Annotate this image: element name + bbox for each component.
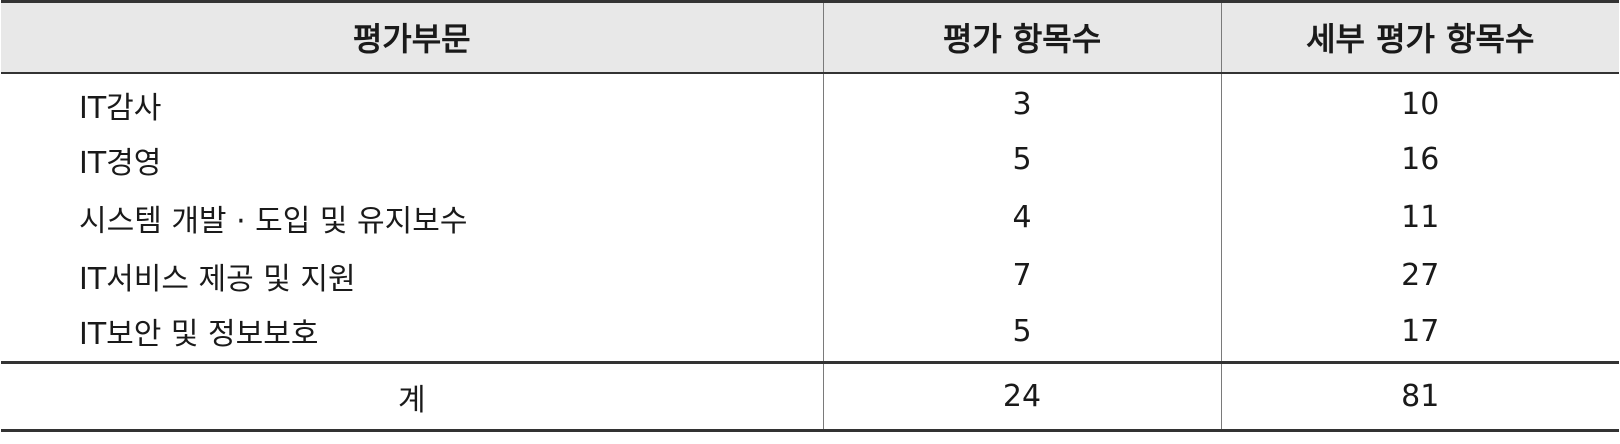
- table-row: IT보안 및 정보보호 5 17: [1, 304, 1619, 363]
- header-item-count: 평가 항목수: [822, 0, 1221, 74]
- row-item-count: 4: [822, 188, 1221, 247]
- row-item-count: 7: [822, 246, 1221, 305]
- row-section: IT보안 및 정보보호: [79, 317, 319, 353]
- row-section: IT경영: [79, 145, 162, 181]
- row-detail-item-count: 17: [1220, 304, 1619, 363]
- table-header-row: 평가부문 평가 항목수 세부 평가 항목수: [1, 0, 1619, 74]
- total-label: 계: [1, 361, 823, 432]
- row-detail-item-count: 11: [1220, 188, 1619, 247]
- table-row: IT서비스 제공 및 지원 7 27: [1, 246, 1619, 305]
- row-item-count: 3: [822, 72, 1221, 131]
- row-section: IT서비스 제공 및 지원: [79, 261, 356, 297]
- row-detail-item-count: 27: [1220, 246, 1619, 305]
- row-detail-item-count: 10: [1220, 72, 1619, 131]
- total-item-count: 24: [822, 361, 1221, 432]
- table-row: IT경영 5 16: [1, 130, 1619, 189]
- row-detail-item-count: 16: [1220, 130, 1619, 189]
- total-detail-item-count: 81: [1220, 361, 1619, 432]
- header-section: 평가부문: [1, 0, 823, 74]
- evaluation-items-table: 평가부문 평가 항목수 세부 평가 항목수 IT감사 3 10 IT경영 5 1…: [1, 0, 1619, 432]
- table-row: IT감사 3 10: [1, 72, 1619, 131]
- row-item-count: 5: [822, 304, 1221, 363]
- row-item-count: 5: [822, 130, 1221, 189]
- total-row: 계 24 81: [1, 361, 1619, 432]
- row-section: 시스템 개발 · 도입 및 유지보수: [79, 203, 468, 239]
- table-row: 시스템 개발 · 도입 및 유지보수 4 11: [1, 188, 1619, 247]
- header-detail-item-count: 세부 평가 항목수: [1220, 0, 1619, 74]
- row-section: IT감사: [79, 90, 162, 126]
